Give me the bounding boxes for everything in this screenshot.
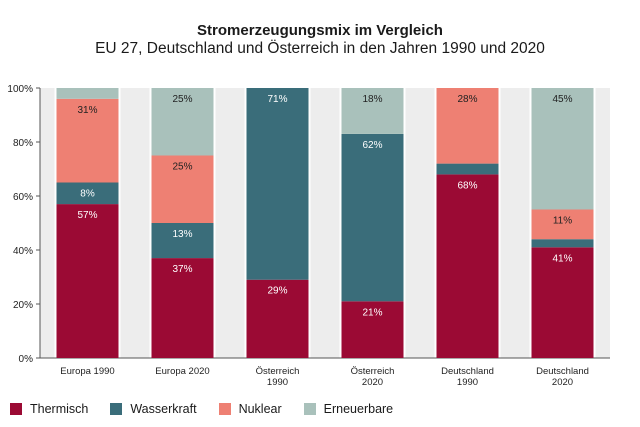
data-label: 25% xyxy=(172,94,192,105)
legend-label: Wasserkraft xyxy=(130,402,197,416)
data-label: 8% xyxy=(80,189,95,200)
bar-segment xyxy=(531,247,594,358)
x-tick-label: 1990 xyxy=(267,377,288,388)
chart-title: Stromerzeugungsmix im Vergleich xyxy=(197,22,443,39)
data-label: 41% xyxy=(552,253,572,264)
bar-segment xyxy=(246,279,309,358)
y-tick-label: 80% xyxy=(13,138,33,149)
y-tick-label: 100% xyxy=(7,84,33,95)
bar-segment xyxy=(531,239,594,248)
bar-segment xyxy=(436,174,499,358)
y-tick-label: 20% xyxy=(13,300,33,311)
legend-label: Nuklear xyxy=(238,402,282,416)
bar-segment xyxy=(531,88,594,210)
x-tick-label: 2020 xyxy=(552,377,573,388)
x-tick-label: Deutschland xyxy=(536,366,589,377)
data-label: 11% xyxy=(553,216,572,227)
data-label: 62% xyxy=(362,140,382,151)
legend-label: Thermisch xyxy=(30,402,89,416)
legend-item-erneuerbare: Erneuerbare xyxy=(303,402,394,416)
bar-segment xyxy=(531,209,594,240)
legend-item-thermisch: Thermisch xyxy=(10,402,88,416)
legend-item-wasserkraft: Wasserkraft xyxy=(110,402,197,416)
legend-item-nuklear: Nuklear xyxy=(218,402,282,416)
legend-swatch xyxy=(10,403,22,415)
bar-segment xyxy=(341,88,404,134)
bar-segment xyxy=(436,163,499,175)
x-tick-label: Europa 2020 xyxy=(155,366,209,377)
bar-segment xyxy=(151,155,214,223)
legend-swatch xyxy=(110,403,123,415)
data-label: 45% xyxy=(552,94,572,105)
x-tick-label: 2020 xyxy=(362,377,383,388)
data-label: 21% xyxy=(362,307,382,318)
bar-segment xyxy=(151,258,214,358)
data-label: 71% xyxy=(267,94,287,105)
bar-segment xyxy=(151,88,214,156)
data-label: 57% xyxy=(77,210,97,221)
bar-segment xyxy=(151,223,214,259)
bar-segment xyxy=(56,182,119,205)
data-label: 18% xyxy=(362,94,382,105)
legend-label: Erneuerbare xyxy=(323,402,394,416)
y-tick-label: 60% xyxy=(13,192,33,203)
bar-segment xyxy=(56,98,119,183)
bar-segment xyxy=(341,301,404,358)
data-label: 31% xyxy=(77,105,97,116)
data-label: 28% xyxy=(457,94,477,105)
x-tick-label: Österreich xyxy=(256,366,300,377)
data-label: 25% xyxy=(172,162,192,173)
bar-segment xyxy=(56,204,119,358)
data-label: 37% xyxy=(172,264,192,275)
plot-background xyxy=(40,88,610,358)
x-tick-label: Österreich xyxy=(351,366,395,377)
bar-segment xyxy=(56,88,119,99)
x-tick-label: 1990 xyxy=(457,377,478,388)
data-label: 68% xyxy=(457,180,477,191)
bar-segment xyxy=(436,88,499,164)
x-tick-label: Europa 1990 xyxy=(60,366,114,377)
legend-swatch xyxy=(218,403,231,415)
data-label: 29% xyxy=(267,286,287,297)
legend-swatch xyxy=(303,403,316,415)
legend: Thermisch Wasserkraft Nuklear Erneuerbar… xyxy=(10,402,415,416)
bar-segment xyxy=(341,133,404,302)
chart-subtitle: EU 27, Deutschland und Österreich in den… xyxy=(95,40,545,57)
bar-segment xyxy=(246,88,309,280)
x-tick-label: Deutschland xyxy=(441,366,494,377)
y-tick-label: 40% xyxy=(13,246,33,257)
y-tick-label: 0% xyxy=(19,354,34,365)
data-label: 13% xyxy=(172,229,192,240)
